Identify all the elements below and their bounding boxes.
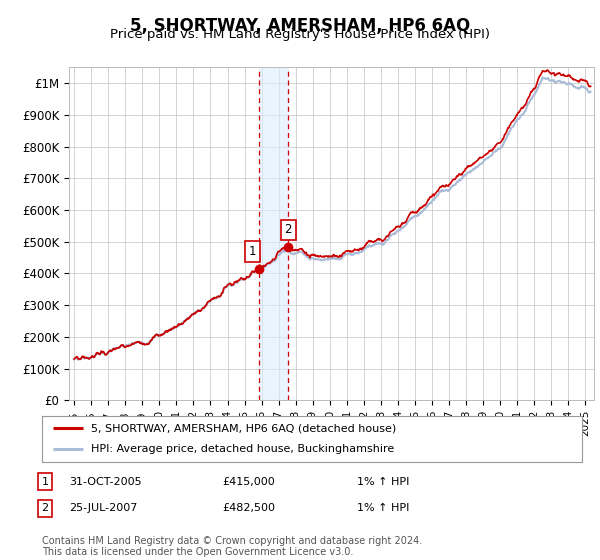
Text: £415,000: £415,000 — [222, 477, 275, 487]
Text: 1% ↑ HPI: 1% ↑ HPI — [357, 503, 409, 514]
Text: 1: 1 — [249, 245, 256, 258]
Text: HPI: Average price, detached house, Buckinghamshire: HPI: Average price, detached house, Buck… — [91, 445, 394, 455]
Text: 1% ↑ HPI: 1% ↑ HPI — [357, 477, 409, 487]
Text: Price paid vs. HM Land Registry's House Price Index (HPI): Price paid vs. HM Land Registry's House … — [110, 28, 490, 41]
Text: 5, SHORTWAY, AMERSHAM, HP6 6AQ (detached house): 5, SHORTWAY, AMERSHAM, HP6 6AQ (detached… — [91, 423, 396, 433]
Text: Contains HM Land Registry data © Crown copyright and database right 2024.
This d: Contains HM Land Registry data © Crown c… — [42, 535, 422, 557]
Text: 1: 1 — [41, 477, 49, 487]
Text: 31-OCT-2005: 31-OCT-2005 — [69, 477, 142, 487]
Text: 2: 2 — [284, 223, 292, 236]
Text: 5, SHORTWAY, AMERSHAM, HP6 6AQ: 5, SHORTWAY, AMERSHAM, HP6 6AQ — [130, 17, 470, 35]
Text: £482,500: £482,500 — [222, 503, 275, 514]
Bar — [259, 67, 288, 400]
Text: 2: 2 — [41, 503, 49, 514]
Text: 25-JUL-2007: 25-JUL-2007 — [69, 503, 137, 514]
